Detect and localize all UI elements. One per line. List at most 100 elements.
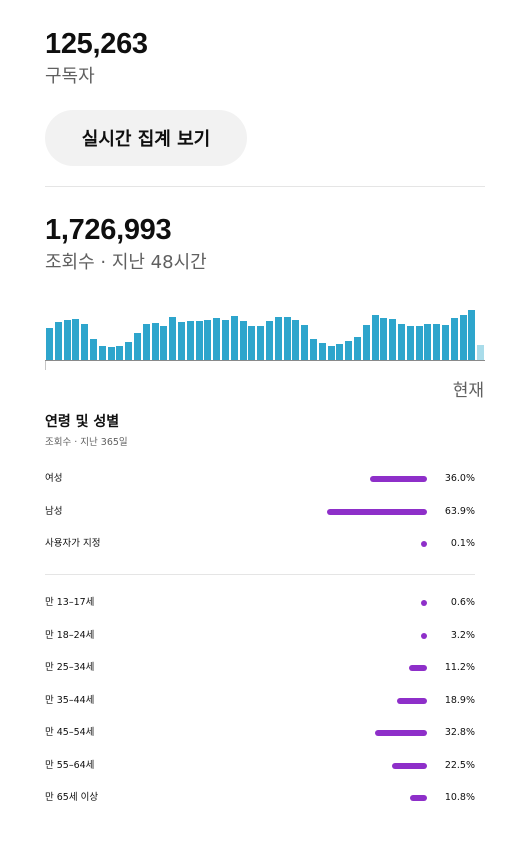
- realtime-view-button[interactable]: 실시간 집계 보기: [45, 110, 247, 166]
- views-section: 1,726,993 조회수 · 지난 48시간: [45, 212, 485, 276]
- chart-bar: [292, 320, 300, 360]
- chart-bar: [274, 317, 282, 360]
- chart-bar: [477, 345, 485, 360]
- age-percent: 32.8%: [444, 727, 475, 738]
- chart-bar: [257, 326, 265, 360]
- chart-bar: [397, 324, 405, 360]
- gender-bar-fill: [370, 476, 427, 482]
- age-percent: 18.9%: [444, 694, 475, 706]
- chart-bar: [283, 317, 291, 360]
- gender-percent: 63.9%: [444, 505, 475, 517]
- gender-label: 사용자가 지정: [45, 538, 101, 549]
- chart-bar: [239, 321, 247, 360]
- chart-bar: [389, 319, 397, 360]
- age-bar-track: [317, 600, 427, 606]
- chart-bar: [450, 318, 458, 360]
- gender-bar-track: [317, 476, 427, 482]
- gender-label: 여성: [45, 473, 63, 484]
- age-label: 만 65세 이상: [45, 792, 99, 803]
- chart-baseline: [45, 360, 485, 361]
- age-bar-fill: [375, 730, 427, 736]
- chart-bar: [230, 316, 238, 360]
- chart-bars: [45, 300, 485, 360]
- chart-bar: [433, 324, 441, 360]
- age-row: 만 18–24세 3.2%: [45, 628, 475, 644]
- age-percent: 3.2%: [450, 629, 475, 641]
- chart-bar: [327, 346, 335, 360]
- age-bar-dot: [421, 600, 427, 606]
- chart-bar: [353, 337, 361, 360]
- age-row: 만 13–17세 0.6%: [45, 595, 475, 611]
- age-bar-dot: [421, 632, 427, 639]
- chart-bar: [89, 339, 97, 360]
- chart-bar: [125, 342, 133, 360]
- chart-bar: [116, 346, 124, 360]
- chart-bar: [406, 326, 414, 360]
- age-row: 만 45–54세 32.8%: [45, 725, 475, 741]
- chart-bar: [142, 324, 150, 360]
- chart-bar: [468, 310, 476, 360]
- age-bar-track: [317, 730, 427, 736]
- gender-row: 남성 63.9%: [45, 504, 475, 520]
- gender-percent: 36.0%: [444, 473, 475, 484]
- chart-bar: [345, 341, 353, 360]
- age-bar-fill: [409, 665, 427, 671]
- chart-bar: [98, 346, 106, 360]
- chart-bar: [195, 321, 203, 360]
- age-row: 만 55–64세 22.5%: [45, 758, 475, 774]
- age-percent: 11.2%: [444, 662, 475, 673]
- age-percent: 0.6%: [450, 597, 475, 608]
- subscriber-count: 125,263: [45, 28, 148, 60]
- chart-bar: [336, 344, 344, 360]
- section-divider: [45, 186, 485, 187]
- chart-bar: [424, 324, 432, 360]
- age-label: 만 25–34세: [45, 662, 95, 673]
- chart-bar: [54, 322, 62, 360]
- demographics-title: 연령 및 성별: [45, 414, 120, 430]
- views-bar-chart[interactable]: [45, 300, 485, 362]
- views-label: 조회수 · 지난 48시간: [45, 252, 207, 273]
- chart-bar: [380, 318, 388, 360]
- chart-bar: [309, 339, 317, 360]
- chart-bar: [169, 317, 177, 360]
- chart-bar: [441, 325, 449, 360]
- age-row: 만 25–34세 11.2%: [45, 660, 475, 676]
- age-label: 만 18–24세: [45, 629, 95, 641]
- subscriber-label: 구독자: [45, 66, 95, 87]
- age-label: 만 13–17세: [45, 597, 95, 608]
- age-label: 만 55–64세: [45, 759, 95, 771]
- chart-bar: [81, 324, 89, 360]
- chart-bar: [186, 321, 194, 360]
- chart-bar: [204, 320, 212, 360]
- chart-start-tick: [45, 361, 46, 370]
- chart-bar: [177, 322, 185, 360]
- chart-bar: [107, 347, 115, 360]
- chart-bar: [248, 326, 256, 360]
- age-bar-track: [317, 632, 427, 639]
- chart-bar: [459, 315, 467, 360]
- gender-percent: 0.1%: [450, 538, 475, 549]
- chart-bar: [213, 318, 221, 360]
- gender-bar-track: [317, 541, 427, 547]
- demographics-divider: [45, 574, 475, 575]
- gender-label: 남성: [45, 505, 63, 517]
- gender-bar-fill: [326, 508, 427, 515]
- age-label: 만 35–44세: [45, 694, 95, 706]
- chart-bar: [45, 328, 53, 360]
- chart-bar: [415, 326, 423, 360]
- age-percent: 10.8%: [444, 792, 475, 803]
- age-bar-fill: [397, 697, 427, 704]
- age-percent: 22.5%: [444, 759, 475, 771]
- chart-bar: [265, 321, 273, 360]
- gender-bar-track: [317, 508, 427, 515]
- age-row: 만 65세 이상 10.8%: [45, 790, 475, 806]
- chart-bar: [221, 320, 229, 360]
- chart-now-label: 현재: [452, 381, 484, 401]
- subscribers-section: 125,263 구독자: [45, 26, 485, 90]
- age-bar-fill: [410, 795, 427, 801]
- chart-bar: [318, 343, 326, 360]
- age-bar-track: [317, 762, 427, 769]
- views-count: 1,726,993: [45, 214, 172, 246]
- chart-bar: [133, 333, 141, 360]
- chart-bar: [362, 325, 370, 360]
